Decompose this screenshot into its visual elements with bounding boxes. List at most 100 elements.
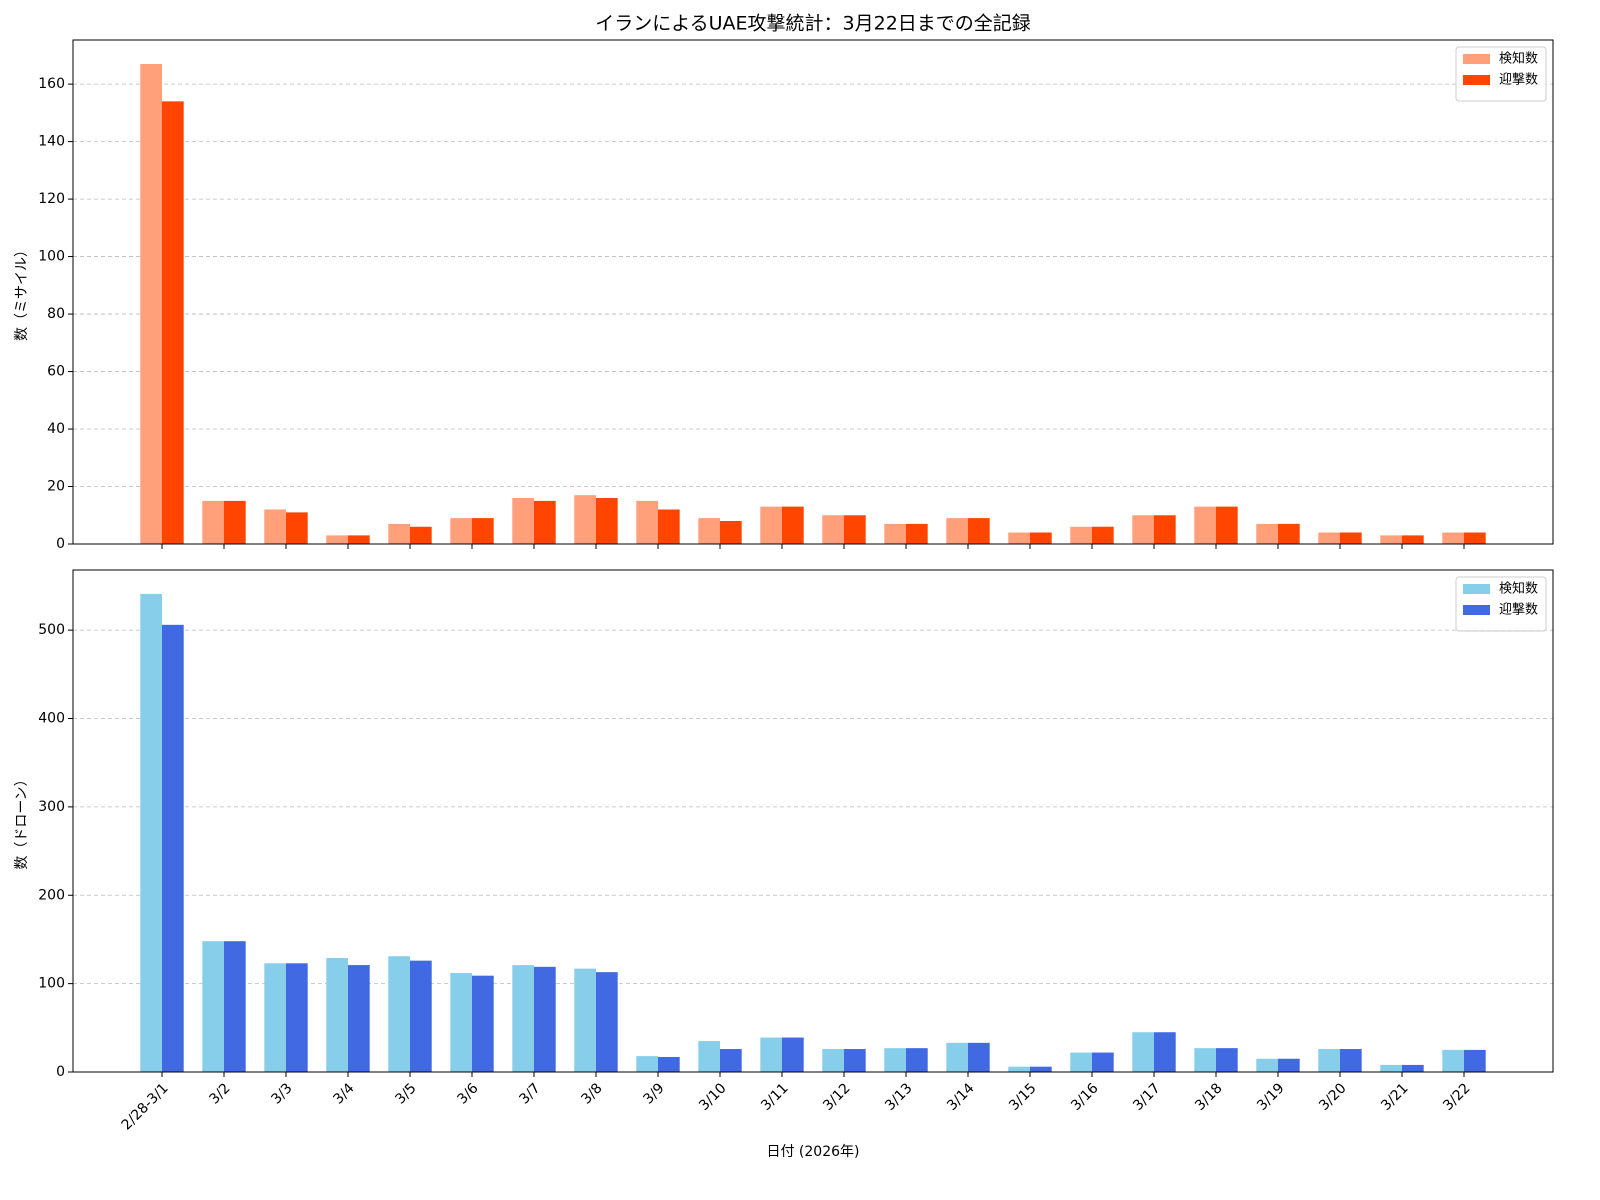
bar bbox=[1194, 506, 1216, 544]
y-tick-label: 0 bbox=[56, 536, 65, 552]
bar bbox=[906, 523, 928, 544]
bar bbox=[884, 523, 906, 544]
y-tick-label: 500 bbox=[38, 622, 65, 638]
x-axis-label: 日付 (2026年) bbox=[766, 1144, 859, 1160]
y-tick-label: 40 bbox=[47, 421, 65, 437]
x-tick-label: 3/6 bbox=[454, 1080, 481, 1107]
bar bbox=[326, 957, 348, 1072]
bar bbox=[968, 518, 990, 544]
bar bbox=[1092, 1052, 1114, 1072]
bar bbox=[1464, 1049, 1486, 1072]
bar bbox=[720, 521, 742, 544]
y-tick-label: 100 bbox=[38, 249, 65, 265]
bar bbox=[844, 515, 866, 544]
x-tick-label: 3/4 bbox=[330, 1080, 357, 1107]
bar bbox=[410, 526, 432, 544]
x-tick-label: 3/16 bbox=[1068, 1080, 1102, 1114]
x-tick-label: 3/19 bbox=[1254, 1080, 1288, 1114]
y-tick-label: 140 bbox=[38, 134, 65, 150]
bar bbox=[658, 509, 680, 544]
bar bbox=[1030, 1066, 1052, 1072]
bar bbox=[286, 963, 308, 1072]
bar bbox=[698, 1041, 720, 1072]
bar bbox=[760, 1037, 782, 1072]
bar bbox=[450, 518, 472, 544]
bar bbox=[450, 973, 472, 1072]
bar bbox=[264, 509, 286, 544]
bar bbox=[202, 941, 224, 1072]
bar bbox=[326, 535, 348, 544]
bar bbox=[472, 518, 494, 544]
y-axis-label: 数（ミサイル） bbox=[14, 243, 30, 341]
bar bbox=[1442, 1049, 1464, 1072]
x-tick-label: 3/17 bbox=[1130, 1080, 1164, 1114]
y-tick-label: 160 bbox=[38, 76, 65, 92]
plot-frame bbox=[72, 569, 1554, 1073]
bar bbox=[1008, 532, 1030, 544]
bar bbox=[946, 518, 968, 544]
x-tick-label: 3/8 bbox=[578, 1080, 605, 1107]
x-tick-label: 3/12 bbox=[820, 1080, 854, 1114]
bar bbox=[1030, 532, 1052, 544]
x-tick-label: 2/28-3/1 bbox=[119, 1080, 172, 1133]
bar bbox=[1070, 526, 1092, 544]
x-tick-label: 3/18 bbox=[1192, 1080, 1226, 1114]
bar bbox=[1008, 1066, 1030, 1072]
y-tick-label: 60 bbox=[47, 364, 65, 380]
bar bbox=[884, 1048, 906, 1072]
x-tick-label: 3/2 bbox=[206, 1080, 233, 1107]
x-tick-label: 3/3 bbox=[268, 1080, 295, 1107]
bar bbox=[224, 500, 246, 544]
bar bbox=[140, 593, 162, 1072]
x-tick-label: 3/10 bbox=[696, 1080, 730, 1114]
y-tick-label: 400 bbox=[38, 711, 65, 727]
bar bbox=[1154, 1032, 1176, 1072]
x-tick-label: 3/13 bbox=[882, 1080, 916, 1114]
bar bbox=[1340, 1049, 1362, 1072]
plot-frame bbox=[72, 39, 1554, 545]
legend-label: 迎撃数 bbox=[1499, 72, 1538, 88]
x-tick-label: 3/20 bbox=[1316, 1080, 1350, 1114]
bar bbox=[224, 941, 246, 1072]
bar bbox=[1278, 523, 1300, 544]
legend-swatch bbox=[1463, 54, 1490, 64]
bar bbox=[1318, 532, 1340, 544]
bar bbox=[388, 523, 410, 544]
y-tick-label: 20 bbox=[47, 479, 65, 495]
bar bbox=[534, 500, 556, 544]
bar bbox=[472, 975, 494, 1072]
bar bbox=[410, 960, 432, 1072]
bar bbox=[1092, 526, 1114, 544]
bar bbox=[782, 1037, 804, 1072]
bar bbox=[574, 968, 596, 1072]
bar bbox=[202, 500, 224, 544]
bar bbox=[1380, 535, 1402, 544]
legend-swatch bbox=[1463, 605, 1490, 615]
bar bbox=[1402, 535, 1424, 544]
figure-title: イランによるUAE攻撃統計：3月22日までの全記録 bbox=[595, 13, 1031, 35]
bar bbox=[534, 966, 556, 1072]
bar bbox=[1380, 1064, 1402, 1072]
bar bbox=[946, 1042, 968, 1072]
y-axis-label: 数（ドローン） bbox=[14, 772, 30, 869]
x-tick-label: 3/9 bbox=[640, 1080, 667, 1107]
bar bbox=[822, 1049, 844, 1072]
legend-label: 検知数 bbox=[1499, 581, 1538, 597]
bar bbox=[1132, 515, 1154, 544]
bar bbox=[348, 535, 370, 544]
bar bbox=[968, 1042, 990, 1072]
bar bbox=[596, 498, 618, 544]
bar bbox=[1154, 515, 1176, 544]
y-tick-label: 80 bbox=[47, 306, 65, 322]
bar bbox=[348, 965, 370, 1072]
x-tick-label: 3/14 bbox=[944, 1080, 978, 1114]
bar bbox=[844, 1049, 866, 1072]
bar bbox=[1464, 532, 1486, 544]
bar bbox=[1216, 506, 1238, 544]
bar bbox=[512, 965, 534, 1072]
legend-label: 迎撃数 bbox=[1499, 602, 1538, 618]
x-tick-label: 3/15 bbox=[1006, 1080, 1040, 1114]
bar bbox=[1070, 1052, 1092, 1072]
bar bbox=[1256, 1058, 1278, 1072]
